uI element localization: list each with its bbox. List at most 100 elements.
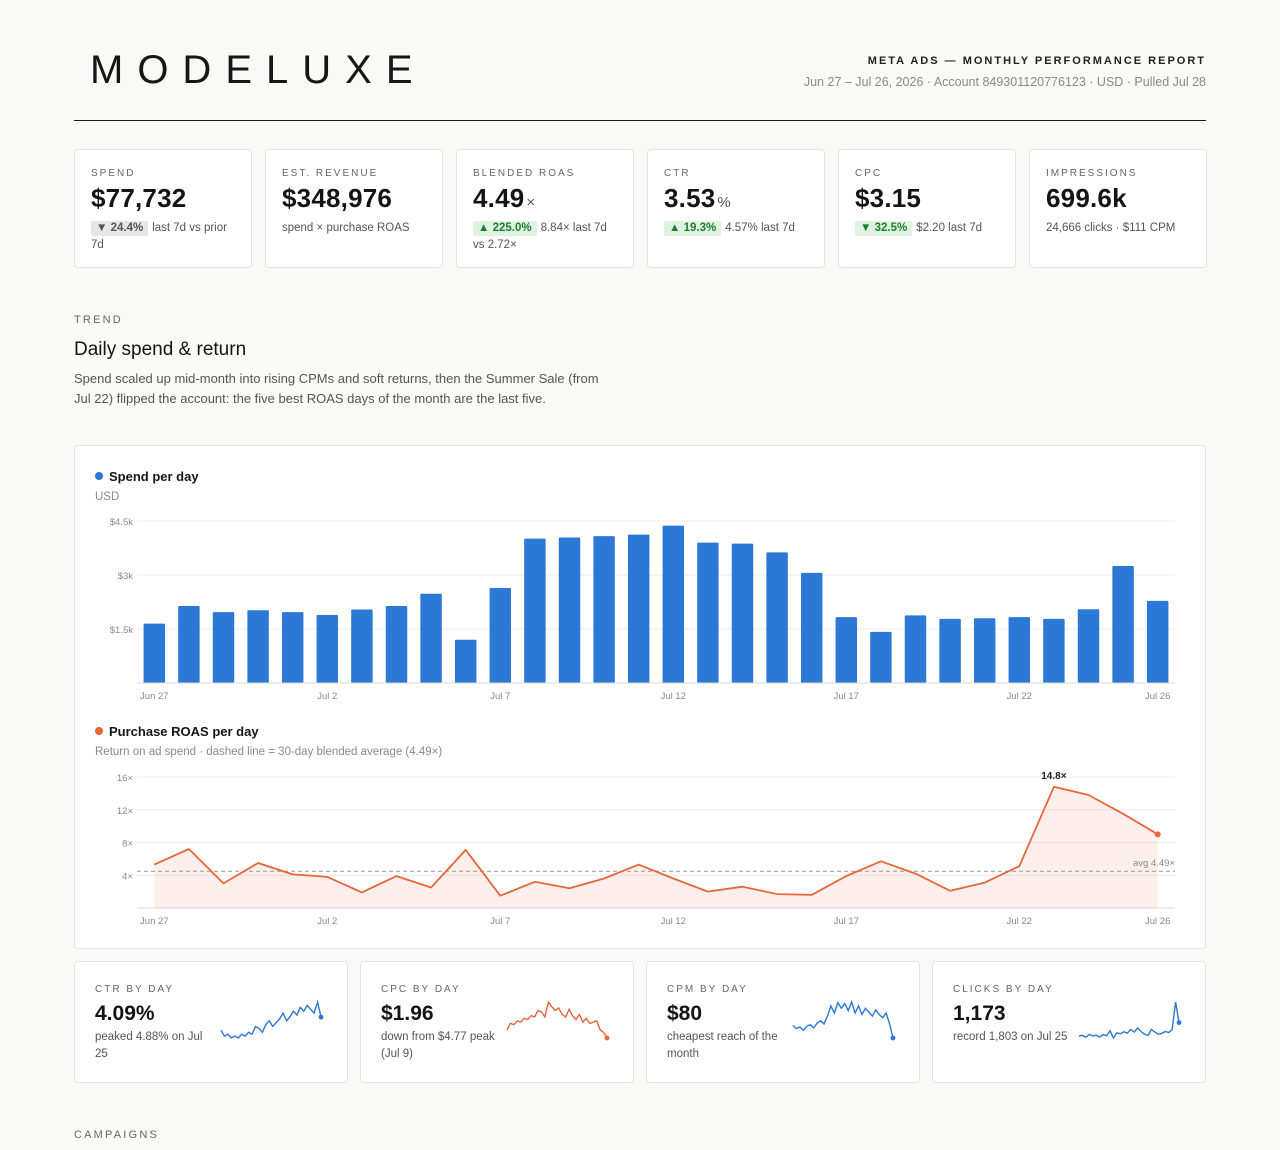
kpi-card-est-revenue: EST. REVENUE $348,976 spend × purchase ROA… [265,149,443,268]
spend-bar [420,593,442,683]
kpi-unit: × [526,194,536,211]
spend-bar-chart: $1.5k $3k $4.5k Jun 27 Jul 2 Jul 7 Jul 12 Jul 1… [110,517,1175,702]
spend-bar [1146,600,1169,683]
x-tick-label: Jul 7 [490,916,510,927]
kpi-value-number: $3.15 [855,183,922,213]
y-tick-label: $4.5k [110,517,133,528]
kpi-label: CPC [855,168,883,179]
sparkline [220,999,324,1039]
mini-value: 1,173 [953,1002,1006,1025]
spend-bar [1077,609,1100,683]
kpi-label: BLENDED ROAS [473,168,576,179]
kpi-value: 4.49 × [473,183,617,214]
spend-bar [1008,617,1031,683]
kpi-value: 3.53% [664,183,808,214]
spend-bar [351,609,373,683]
kpi-row: SPEND $77,732 ▼ 24.4% last 7d vs prior 7d ES… [74,149,1207,268]
kpi-label: CTR [664,168,691,179]
kpi-note: ▲ 19.3% 4.57% last 7d [664,220,808,237]
spend-chart-title: Spend per day [95,469,199,484]
kpi-card-blended-roas: BLENDED ROAS 4.49 × ▲ 225.0% 8.84× last 7d v… [456,149,634,268]
x-tick-label: Jul 7 [490,691,510,702]
roas-chart-title: Purchase ROAS per day [95,724,259,739]
sparkline-line [506,1000,608,1039]
spend-bar [178,605,200,683]
kpi-value-number: 4.49 [473,183,525,213]
y-tick-label: $1.5k [110,625,133,636]
spend-bar [766,552,788,683]
x-tick-label: Jul 17 [834,916,859,927]
spend-bar [143,623,166,683]
sparkline-line [1078,1001,1180,1040]
spend-legend-dot [95,472,103,480]
spend-bar [800,572,823,683]
mini-value: 4.09% [95,1002,155,1025]
section-kicker-trend: TREND [74,314,123,326]
x-tick-label: Jul 26 [1145,691,1170,702]
sparkline-last-point [318,1014,324,1020]
sparkline [792,999,896,1041]
kpi-change-badge: ▼ 24.4% [91,221,149,236]
roas-line-chart: 4× 8× 12× 16× avg 4.49× 14.8× Jun 27 Jul 2 Jul 7… [117,771,1175,927]
kpi-card-ctr: CTR 3.53% ▲ 19.3% 4.57% last 7d [647,149,825,268]
kpi-value-number: $348,976 [282,183,393,213]
mini-label: CPM BY DAY [667,984,748,995]
mini-note: down from $4.77 peak (Jul 9) [381,1031,495,1060]
kpi-card-spend: SPEND $77,732 ▼ 24.4% last 7d vs prior 7d [74,149,252,268]
sparkline-last-point [890,1035,896,1041]
kpi-value-number: 3.53 [664,183,716,213]
kpi-note: ▼ 32.5% $2.20 last 7d [855,220,999,237]
spend-bar [697,542,719,683]
x-tick-label: Jul 22 [1007,916,1032,927]
sparkline [506,1000,610,1041]
section-kicker-campaigns: CAMPAIGNS [74,1129,159,1141]
spend-bar [939,618,961,683]
kpi-note: spend × purchase ROAS [282,220,426,237]
kpi-label: IMPRESSIONS [1046,168,1138,179]
spend-bar [973,618,996,683]
brand-logo: MODELUXE [90,48,427,92]
spend-bar [1043,618,1065,683]
mini-value: $80 [667,1002,703,1025]
x-tick-label: Jul 22 [1007,691,1032,702]
spend-bar [1112,566,1134,683]
x-tick-label: Jul 12 [661,691,686,702]
mini-note: record 1,803 on Jul 25 [953,1031,1068,1043]
y-tick-label: $3k [118,571,134,582]
mini-label: CLICKS BY DAY [953,984,1054,995]
spend-bar [524,538,546,683]
x-tick-label: Jul 2 [317,916,337,927]
section-description: Spend scaled up mid-month into rising CP… [74,371,599,406]
x-tick-label: Jul 17 [834,691,859,702]
kpi-note: ▲ 225.0% 8.84× last 7d vs 2.72× [473,220,617,254]
mini-card-cpc-by-day: CPC BY DAY $1.96 down from $4.77 peak (Jul… [360,961,634,1083]
sparkline-last-point [1176,1020,1182,1025]
spend-bar [731,543,754,683]
roas-average-label: avg 4.49× [1133,858,1175,869]
report-title: META ADS — MONTHLY PERFORMANCE REPORT [867,55,1206,67]
y-tick-label: 16× [117,773,133,784]
section-title: Daily spend & return [74,339,247,360]
trend-chart-card: Spend per day USD $1.5k $3k $4.5k Jun 27 Jul… [74,445,1206,949]
mini-card-cpm-by-day: CPM BY DAY $80 cheapest reach of the month [646,961,920,1083]
spend-bar [212,612,235,683]
spend-bar [489,587,512,683]
mini-note: cheapest reach of the month [667,1031,778,1060]
kpi-note: ▼ 24.4% last 7d vs prior 7d [91,220,235,254]
sparkline-line [220,999,322,1039]
spend-bar [904,615,927,683]
spend-chart-unit: USD [95,491,120,503]
roas-chart-subtitle: Return on ad spend · dashed line = 30-da… [95,746,443,758]
spend-bar [316,614,339,683]
mini-label: CPC BY DAY [381,984,461,995]
mini-label: CTR BY DAY [95,984,175,995]
kpi-note-text: last 7d vs prior 7d [91,222,227,251]
spend-bar [627,534,650,683]
spend-bar [870,631,892,683]
kpi-value-number: 699.6k [1046,183,1127,213]
spend-bar [558,537,581,683]
spend-bar [247,610,269,683]
kpi-note-text: 4.57% last 7d [725,222,795,234]
x-tick-label: Jul 12 [661,916,686,927]
y-tick-label: 12× [117,806,133,817]
